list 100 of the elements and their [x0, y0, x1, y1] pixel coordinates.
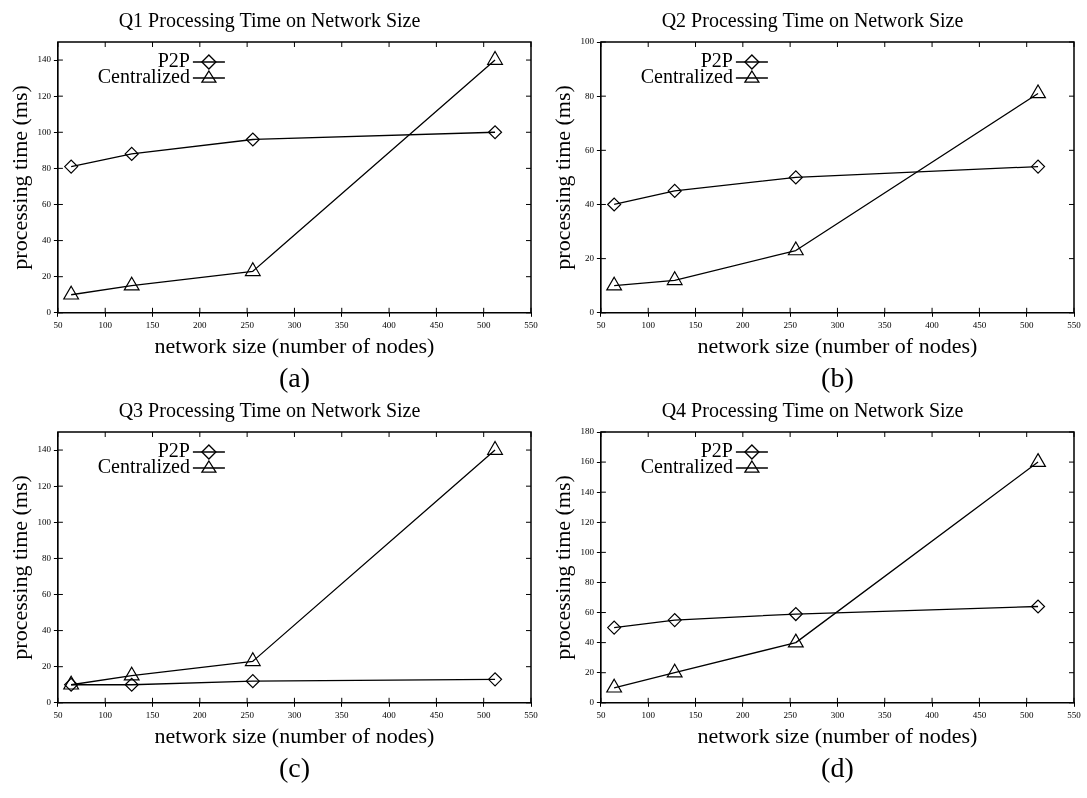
point [787, 633, 804, 648]
point [487, 440, 504, 455]
y-tick-label: 80 [584, 90, 595, 101]
point [245, 674, 260, 689]
x-tick-label: 550 [1067, 709, 1082, 720]
y-tick-label: 40 [584, 636, 595, 647]
x-tick-label: 450 [972, 709, 987, 720]
y-axis-title: processing time (ms) [549, 85, 575, 270]
x-tick-label: 250 [783, 709, 798, 720]
x-tick-label: 50 [596, 319, 606, 330]
x-tick-label: 150 [688, 319, 703, 330]
y-tick-label: 80 [41, 162, 52, 173]
text: (b) [821, 362, 854, 394]
x-tick-label: 100 [641, 709, 656, 720]
chart-title: Q2 Processing Time on Network Size [661, 9, 964, 33]
y-tick-label: 100 [580, 36, 595, 47]
x-axis-title: network size (number of nodes) [154, 332, 435, 358]
point [123, 666, 140, 681]
y-tick-label: 60 [41, 198, 52, 209]
point [1030, 599, 1046, 614]
point [63, 285, 80, 300]
x-tick-label: 100 [98, 319, 113, 330]
point [123, 276, 140, 291]
y-tick-label: 20 [41, 271, 52, 282]
x-tick-label: 300 [830, 709, 845, 720]
point [788, 170, 803, 185]
y-tick-label: 40 [41, 234, 52, 245]
point [788, 606, 803, 622]
point [787, 241, 804, 256]
point [64, 159, 79, 174]
x-tick-label: 100 [641, 319, 656, 330]
y-tick-label: 60 [41, 588, 52, 599]
x-tick-label: 400 [925, 709, 940, 720]
x-tick-label: 200 [736, 319, 751, 330]
text: (c) [278, 752, 310, 784]
y-tick-label: 120 [580, 516, 595, 527]
y-tick-label: 180 [580, 426, 595, 437]
y-tick-label: 0 [46, 307, 52, 318]
y-tick-label: 20 [41, 661, 52, 672]
x-tick-label: 450 [972, 319, 987, 330]
y-tick-label: 0 [589, 697, 595, 708]
x-tick-label: 450 [429, 709, 444, 720]
point [667, 183, 682, 199]
x-tick-label: 550 [1067, 319, 1082, 330]
y-tick-label: 140 [580, 486, 595, 497]
y-tick-label: 40 [584, 198, 595, 209]
text: (d) [821, 752, 854, 784]
point [1030, 159, 1046, 174]
point [124, 146, 139, 162]
point [606, 276, 623, 291]
x-tick-label: 350 [878, 319, 893, 330]
point [606, 678, 623, 693]
x-tick-label: 500 [1019, 709, 1034, 720]
point [487, 672, 503, 687]
y-tick-label: 40 [41, 624, 52, 635]
y-tick-label: 140 [37, 444, 52, 455]
point [244, 652, 261, 667]
x-tick-label: 50 [596, 709, 606, 720]
point [244, 262, 261, 277]
x-tick-label: 400 [382, 709, 397, 720]
y-tick-label: 60 [584, 606, 595, 617]
x-tick-label: 300 [830, 319, 845, 330]
x-tick-label: 300 [287, 319, 302, 330]
y-tick-label: 120 [37, 90, 52, 101]
x-tick-label: 150 [145, 319, 160, 330]
y-tick-label: 120 [37, 480, 52, 491]
point [667, 612, 682, 628]
y-tick-label: 140 [37, 54, 52, 65]
y-tick-label: 100 [37, 126, 52, 137]
x-tick-label: 450 [429, 319, 444, 330]
x-tick-label: 500 [476, 319, 491, 330]
y-tick-label: 160 [580, 456, 595, 467]
y-axis-title: processing time (ms) [549, 475, 575, 660]
chart-title: Q1 Processing Time on Network Size [118, 9, 421, 33]
x-tick-label: 250 [783, 319, 798, 330]
y-tick-label: 20 [584, 253, 595, 263]
x-tick-label: 200 [193, 709, 208, 720]
y-tick-label: 0 [46, 697, 52, 708]
y-tick-label: 0 [589, 307, 595, 318]
y-axis-title: processing time (ms) [6, 475, 32, 660]
x-tick-label: 200 [736, 709, 751, 720]
y-axis-title: processing time (ms) [6, 85, 32, 270]
x-tick-label: 150 [688, 709, 703, 720]
y-tick-label: 80 [41, 552, 52, 563]
x-tick-label: 50 [53, 319, 63, 330]
point [1030, 452, 1047, 467]
y-tick-label: 100 [580, 546, 595, 557]
x-axis-title: network size (number of nodes) [154, 722, 435, 748]
point [487, 125, 503, 140]
x-tick-label: 400 [382, 319, 397, 330]
x-tick-label: 550 [524, 709, 539, 720]
point [245, 132, 260, 147]
x-tick-label: 50 [53, 709, 63, 720]
y-tick-label: 20 [584, 667, 595, 678]
x-tick-label: 250 [240, 709, 255, 720]
x-tick-label: 500 [1019, 319, 1034, 330]
point [607, 197, 622, 212]
x-tick-label: 550 [524, 319, 539, 330]
x-tick-label: 300 [287, 709, 302, 720]
text: (a) [278, 362, 310, 394]
